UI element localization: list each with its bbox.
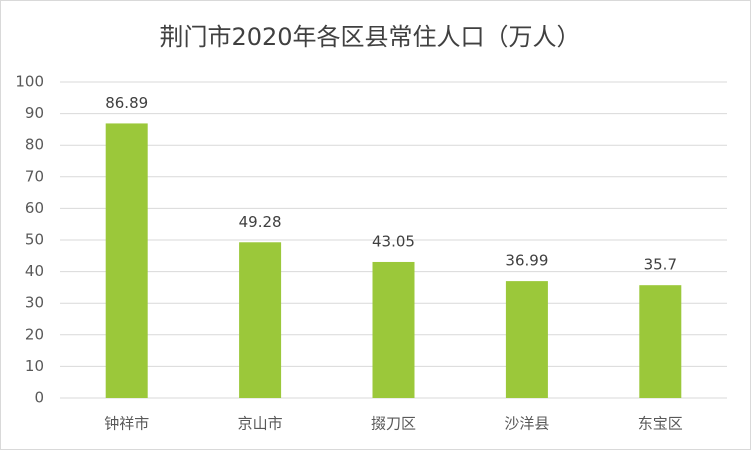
x-tick-label: 京山市 xyxy=(238,415,283,433)
chart-title: 荆门市2020年各区县常住人口（万人） xyxy=(159,23,580,51)
y-tick-label: 0 xyxy=(34,389,44,407)
x-tick-label: 东宝区 xyxy=(638,415,683,433)
bar xyxy=(372,261,415,398)
x-tick-label: 掇刀区 xyxy=(371,415,416,433)
bar xyxy=(639,285,682,398)
value-label: 49.28 xyxy=(239,213,282,231)
y-tick-label: 30 xyxy=(25,294,44,312)
y-tick-label: 80 xyxy=(25,136,44,154)
value-label: 36.99 xyxy=(505,252,548,270)
value-label: 43.05 xyxy=(372,232,415,250)
y-tick-label: 40 xyxy=(25,262,44,280)
bar xyxy=(105,123,148,398)
bar xyxy=(505,281,548,398)
y-tick-label: 70 xyxy=(25,167,44,185)
y-tick-label: 10 xyxy=(25,357,44,375)
y-tick-label: 100 xyxy=(15,73,44,91)
x-tick-label: 沙洋县 xyxy=(504,415,549,433)
y-tick-label: 60 xyxy=(25,199,44,217)
y-tick-label: 90 xyxy=(25,104,44,122)
x-tick-label: 钟祥市 xyxy=(104,415,149,433)
value-label: 35.7 xyxy=(644,256,677,274)
value-label: 86.89 xyxy=(105,94,148,112)
bar xyxy=(239,242,282,398)
y-tick-label: 20 xyxy=(25,325,44,343)
y-tick-label: 50 xyxy=(25,231,44,249)
